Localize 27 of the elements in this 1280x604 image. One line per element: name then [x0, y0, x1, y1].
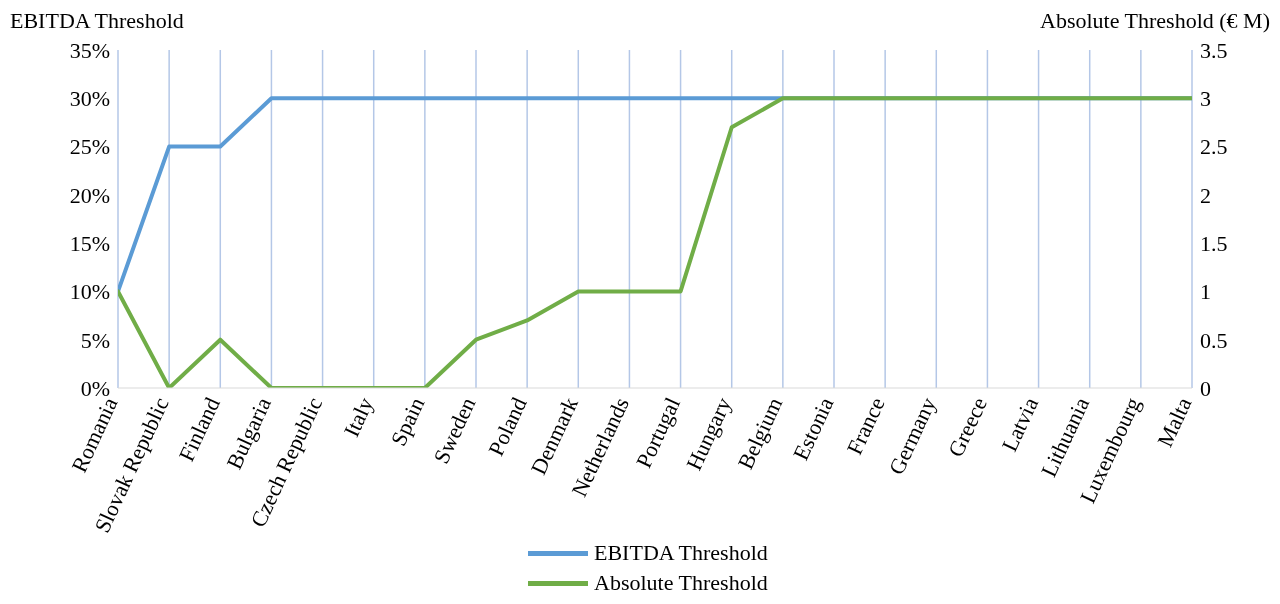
y-tick-label: 10% — [69, 279, 110, 305]
y2-tick-label: 1 — [1200, 279, 1211, 305]
legend-label: EBITDA Threshold — [594, 540, 768, 566]
y-tick-label: 0% — [80, 375, 110, 401]
y2-tick-label: 3 — [1200, 86, 1211, 112]
y-tick-label: 25% — [69, 134, 110, 160]
y2-tick-label: 0.5 — [1200, 327, 1228, 353]
x-tick-label: France — [841, 393, 890, 459]
y2-tick-label: 1.5 — [1200, 230, 1228, 256]
y-tick-label: 30% — [69, 86, 110, 112]
line-series — [118, 96, 1192, 388]
y-tick-label: 5% — [80, 327, 110, 353]
x-tick-label: Latvia — [996, 393, 1044, 456]
y-axis-title: EBITDA Threshold — [10, 8, 184, 35]
legend-label: Absolute Threshold — [594, 570, 768, 596]
y-tick-label: 15% — [69, 230, 110, 256]
y-tick-label: 35% — [69, 37, 110, 63]
y2-tick-label: 3.5 — [1200, 37, 1228, 63]
x-tick-label: Greece — [942, 393, 992, 461]
x-tick-label: Italy — [338, 393, 379, 441]
y2-tick-label: 0 — [1200, 375, 1211, 401]
y-tick-label: 20% — [69, 182, 110, 208]
y2-tick-label: 2 — [1200, 182, 1211, 208]
x-tick-label: Spain — [385, 393, 430, 450]
y2-axis-title: Absolute Threshold (€ M) — [1040, 8, 1270, 35]
y2-tick-label: 2.5 — [1200, 134, 1228, 160]
x-tick-label: Malta — [1152, 393, 1197, 451]
